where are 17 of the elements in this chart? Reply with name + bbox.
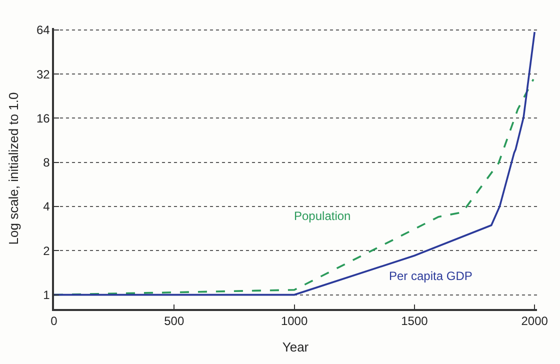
x-axis-title: Year [282, 339, 310, 354]
y-tick-label: 2 [43, 244, 50, 258]
y-tick-label: 64 [36, 23, 50, 38]
x-tick-label: 0 [50, 314, 58, 328]
y-tick-label: 1 [43, 288, 50, 302]
y-axis-title: Log scale, initialized to 1.0 [6, 92, 21, 245]
y-tick-label: 8 [43, 156, 50, 170]
text: Population [294, 209, 351, 223]
y-tick-label: 32 [36, 67, 50, 82]
x-tick-label: 2000 [521, 314, 548, 328]
x-tick-label: 1000 [280, 314, 308, 328]
x-tick-label: 1500 [401, 314, 428, 328]
y-tick-label: 16 [36, 111, 50, 126]
series-label: Per capita GDP [389, 269, 472, 283]
line-series [54, 31, 536, 296]
y-tick-label: 4 [43, 200, 50, 214]
x-tick-label: 500 [164, 314, 184, 328]
